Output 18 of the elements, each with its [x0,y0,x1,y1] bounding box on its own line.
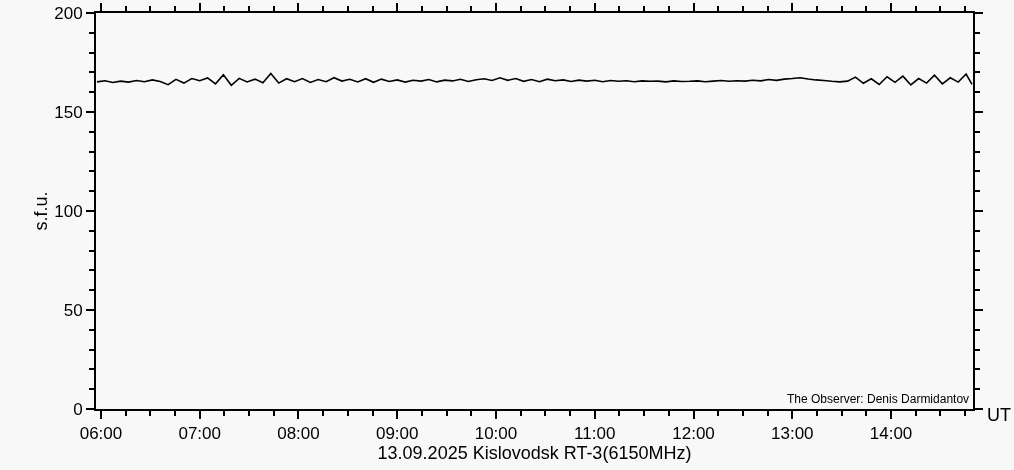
x-tick-label: 13:00 [771,424,814,444]
x-tick-label: 09:00 [375,424,419,444]
y-tick-label: 0 [73,399,83,419]
x-tick-label: 08:00 [277,424,320,444]
y-tick-label: 50 [63,300,83,320]
x-tick-label: 11:00 [574,424,616,444]
y-tick-label: 100 [54,201,83,221]
x-tick-label: 14:00 [869,424,913,444]
text: UT [987,405,1011,425]
y-tick-label: 150 [54,102,83,122]
annotation: The Observer: Denis Darmidantov [787,392,970,406]
x-tick-label: 06:00 [79,424,123,444]
x-tick-label: 10:00 [474,424,518,444]
y-tick-label: 200 [54,3,83,23]
x-tick-label: 07:00 [178,424,221,444]
y-axis-title: s.f.u. [30,191,51,231]
x-axis-title: 13.09.2025 Kislovodsk RT-3(6150MHz) [377,443,692,464]
x-tick-label: 12:00 [672,424,715,444]
